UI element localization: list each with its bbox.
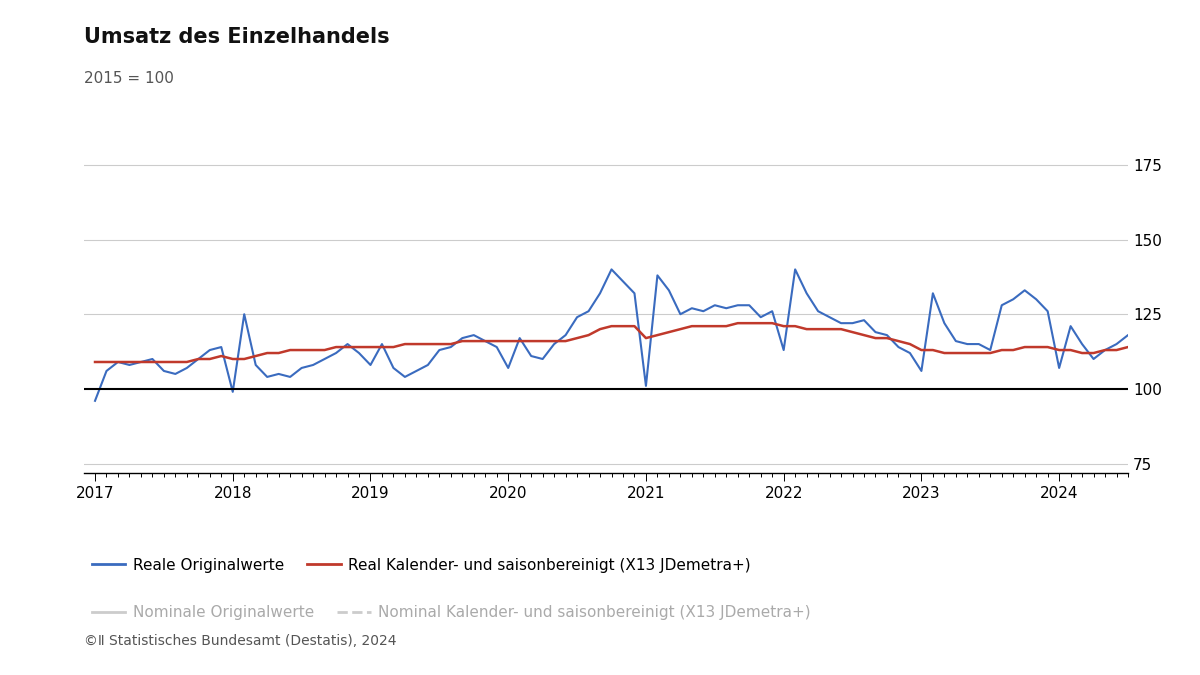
Legend: Reale Originalwerte, Real Kalender- und saisonbereinigt (X13 JDemetra+): Reale Originalwerte, Real Kalender- und … [91,558,751,573]
Text: ©Ⅱ Statistisches Bundesamt (Destatis), 2024: ©Ⅱ Statistisches Bundesamt (Destatis), 2… [84,634,396,648]
Text: Umsatz des Einzelhandels: Umsatz des Einzelhandels [84,27,390,47]
Legend: Nominale Originalwerte, Nominal Kalender- und saisonbereinigt (X13 JDemetra+): Nominale Originalwerte, Nominal Kalender… [91,605,811,620]
Text: 2015 = 100: 2015 = 100 [84,71,174,86]
